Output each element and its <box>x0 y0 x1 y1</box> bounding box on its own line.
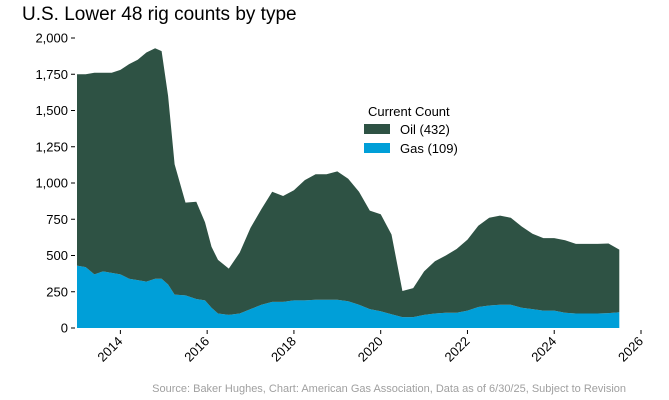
y-tick-label: 1,250 <box>35 139 68 154</box>
x-tick-label: 2016 <box>181 334 212 365</box>
x-tick-label: 2024 <box>528 334 559 365</box>
y-axis: 0 250 500 750 1,000 1,250 1,500 1,750 2,000 <box>35 31 75 336</box>
y-tick-label: 2,000 <box>35 31 68 46</box>
y-tick-label: 250 <box>46 284 68 299</box>
x-tick-label: 2022 <box>442 334 473 365</box>
x-tick-label: 2018 <box>268 334 299 365</box>
legend-label-oil: Oil (432) <box>400 122 450 137</box>
area-layers <box>77 48 620 328</box>
legend: Current Count Oil (432) Gas (109) <box>364 104 458 156</box>
area-gas <box>77 265 620 328</box>
x-tick-label: 2014 <box>94 334 125 365</box>
legend-swatch-gas <box>364 143 390 153</box>
y-tick-label: 0 <box>61 321 68 336</box>
y-tick-label: 1,500 <box>35 103 68 118</box>
area-oil <box>77 48 620 318</box>
y-tick-label: 500 <box>46 248 68 263</box>
y-tick-label: 1,750 <box>35 67 68 82</box>
x-tick-label: 2020 <box>355 334 386 365</box>
legend-swatch-oil <box>364 124 390 134</box>
chart-title: U.S. Lower 48 rig counts by type <box>22 4 297 25</box>
legend-title: Current Count <box>368 104 450 119</box>
y-tick-label: 750 <box>46 212 68 227</box>
x-tick-label: 2026 <box>615 334 646 365</box>
legend-label-gas: Gas (109) <box>400 141 458 156</box>
x-axis: 2014 2016 2018 2020 2022 2024 2026 <box>94 330 646 365</box>
y-tick-label: 1,000 <box>35 176 68 191</box>
source-note: Source: Baker Hughes, Chart: American Ga… <box>152 383 626 395</box>
